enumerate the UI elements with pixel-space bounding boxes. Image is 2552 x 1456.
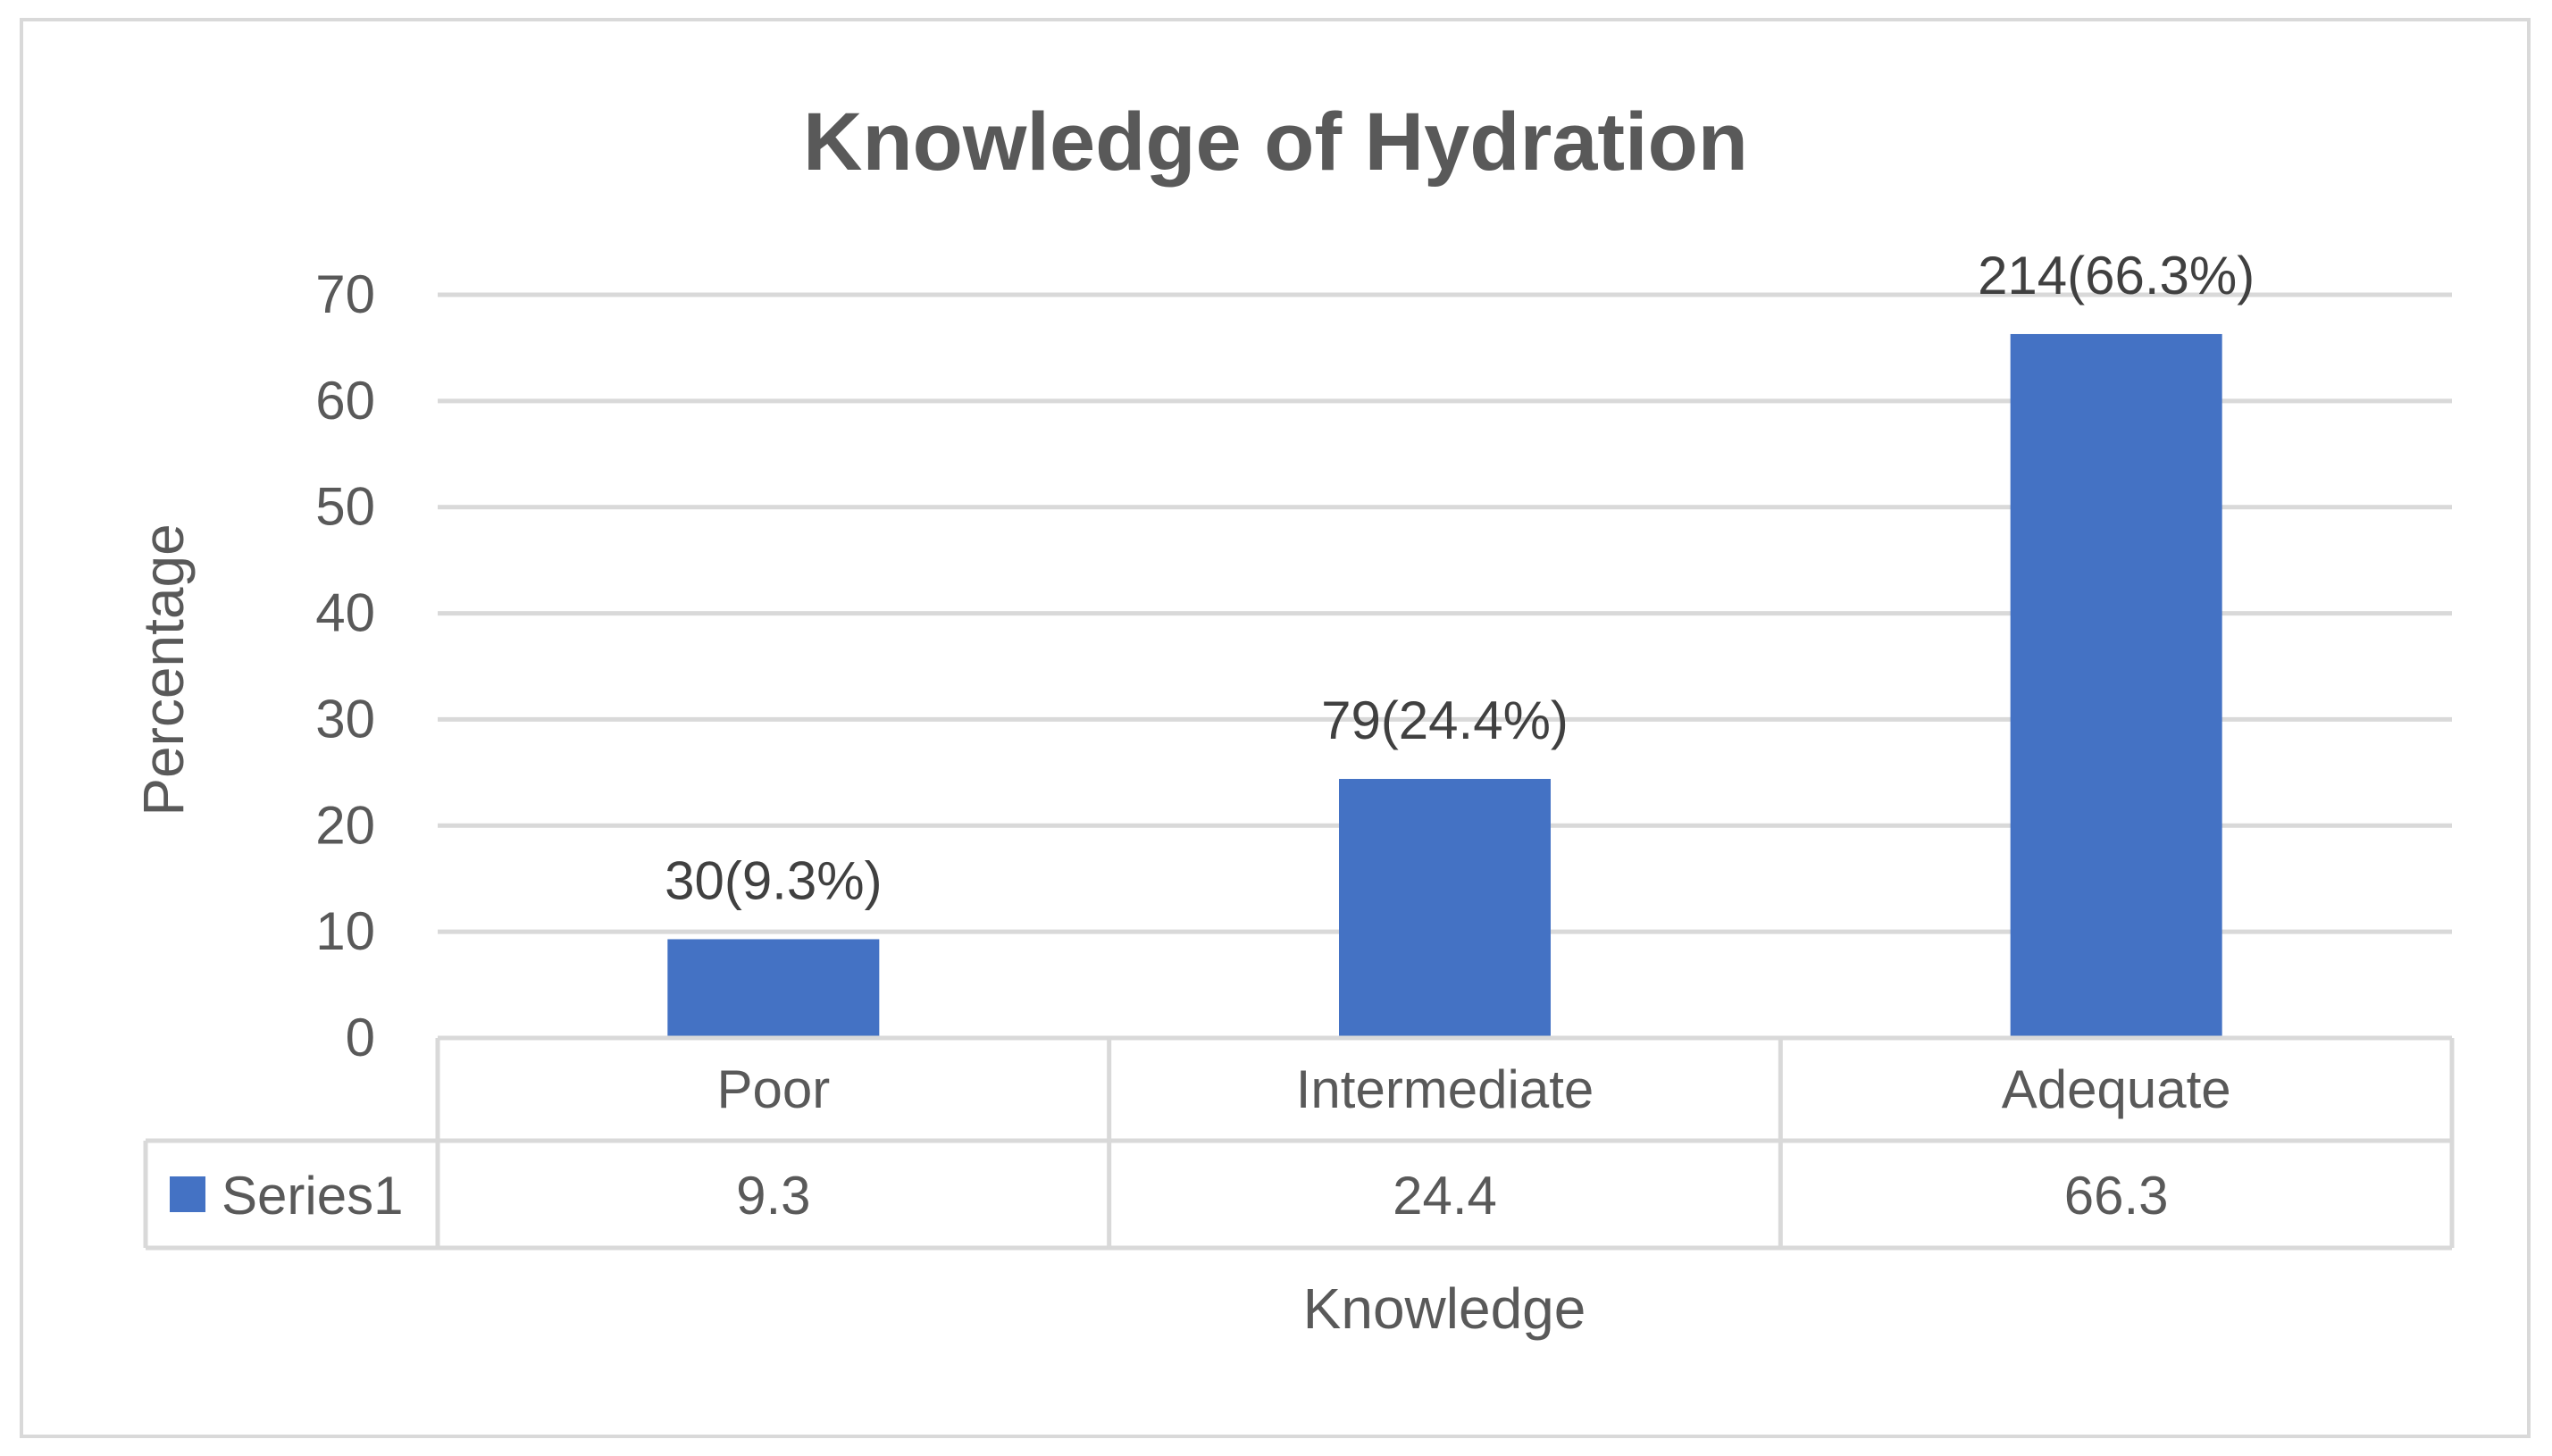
y-tick-label: 30 — [315, 689, 375, 749]
data-labels: 30(9.3%) 79(24.4%) 214(66.3%) — [665, 246, 2255, 910]
chart-title: Knowledge of Hydration — [803, 96, 1748, 188]
data-label: 214(66.3%) — [1978, 246, 2255, 305]
x-category-label: Intermediate — [1296, 1059, 1594, 1119]
y-tick-label: 70 — [315, 264, 375, 324]
bar-adequate — [2010, 333, 2222, 1038]
bar-poor — [667, 939, 880, 1038]
x-axis-label: Knowledge — [1303, 1276, 1586, 1341]
data-label: 79(24.4%) — [1321, 690, 1569, 750]
y-axis-ticks: 0 10 20 30 40 50 60 70 — [315, 264, 375, 1067]
table-value-cell: 9.3 — [736, 1166, 810, 1226]
y-tick-label: 20 — [315, 795, 375, 855]
legend-swatch — [170, 1176, 205, 1212]
table-value-cell: 24.4 — [1393, 1166, 1497, 1226]
bar-intermediate — [1339, 778, 1551, 1038]
x-category-label: Poor — [716, 1059, 830, 1119]
y-axis-label: Percentage — [131, 523, 196, 816]
legend-series-name: Series1 — [222, 1166, 403, 1226]
x-category-label: Adequate — [2002, 1059, 2231, 1119]
y-tick-label: 50 — [315, 477, 375, 537]
table-value-cell: 66.3 — [2064, 1166, 2169, 1226]
data-table: Poor 9.3 Intermediate 24.4 Adequate 66.3 Serie… — [143, 1035, 2455, 1251]
y-tick-label: 10 — [315, 901, 375, 961]
y-tick-label: 0 — [346, 1008, 375, 1067]
y-tick-label: 40 — [315, 583, 375, 643]
y-tick-label: 60 — [315, 371, 375, 431]
data-label: 30(9.3%) — [665, 850, 882, 910]
bars — [667, 333, 2222, 1038]
